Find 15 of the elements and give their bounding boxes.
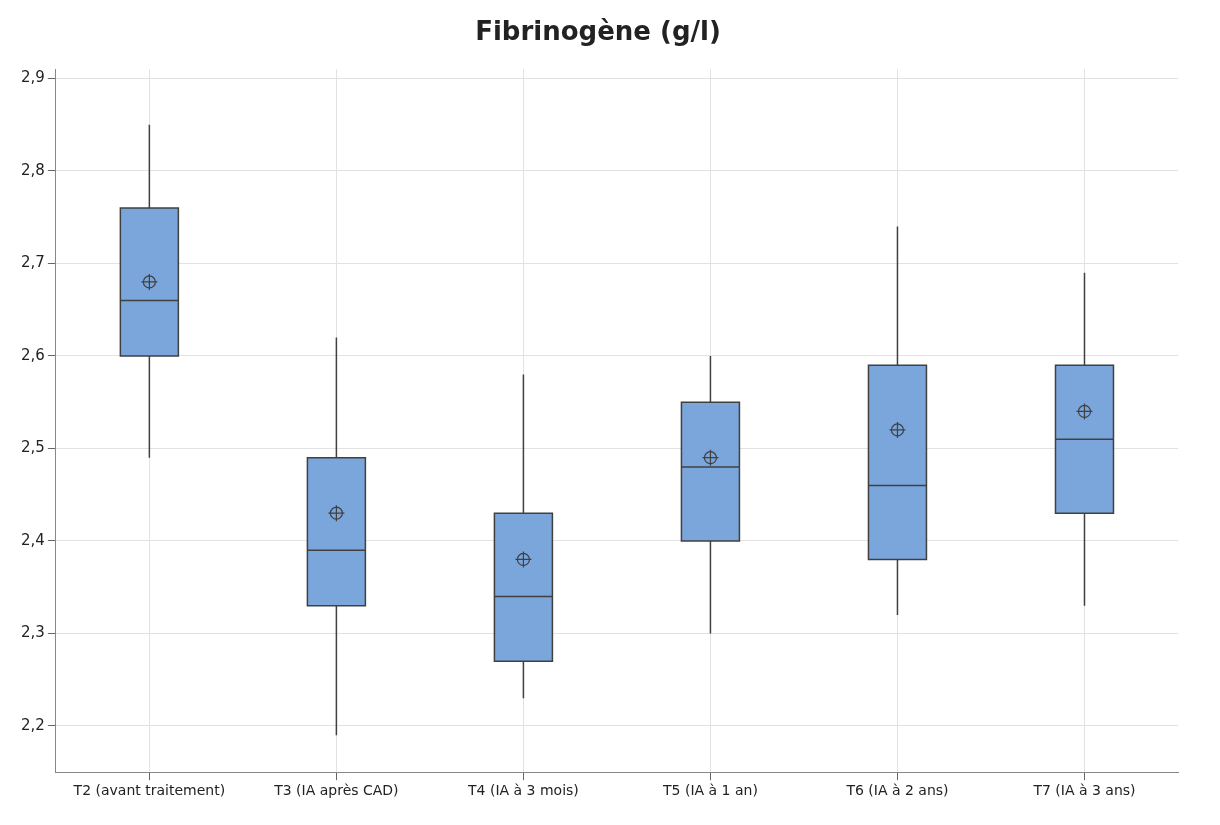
y-tick-label: 2,6 — [21, 345, 45, 364]
x-tick-label: T3 (IA après CAD) — [273, 782, 399, 799]
y-tick-label: 2,8 — [21, 160, 45, 179]
x-tick-label: T7 (IA à 3 ans) — [1032, 782, 1136, 799]
x-tick-label: T4 (IA à 3 mois) — [467, 782, 579, 799]
x-tick-label: T5 (IA à 1 an) — [662, 782, 758, 799]
y-tick-label: 2,3 — [21, 623, 45, 642]
x-tick-label: T2 (avant traitement) — [72, 782, 226, 799]
y-tick-label: 2,9 — [21, 68, 45, 87]
chart-title: Fibrinogène (g/l) — [475, 16, 721, 47]
y-tick-label: 2,2 — [21, 715, 45, 734]
x-tick-label: T6 (IA à 2 ans) — [845, 782, 949, 799]
y-tick-label: 2,7 — [21, 253, 45, 272]
y-tick-label: 2,4 — [21, 530, 45, 549]
y-tick-label: 2,5 — [21, 438, 45, 457]
